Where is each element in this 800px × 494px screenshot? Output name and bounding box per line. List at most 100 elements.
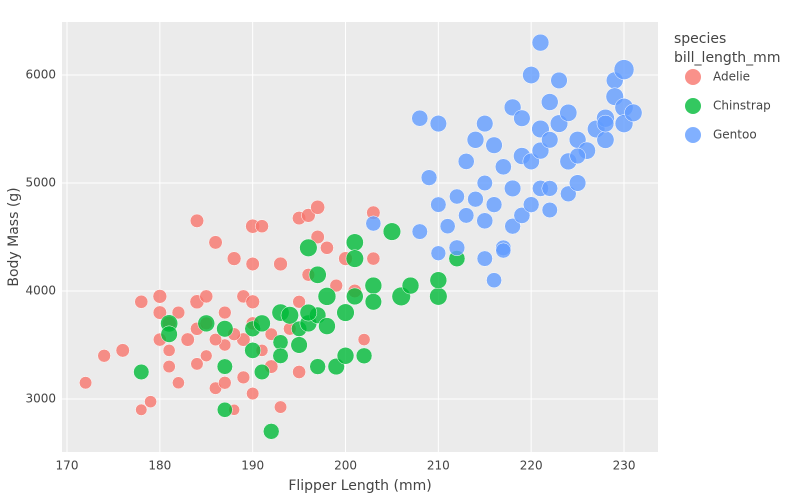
bubble (458, 207, 475, 224)
bubble (486, 272, 502, 289)
bubble (134, 294, 149, 309)
bubble (199, 289, 214, 304)
bubble (162, 344, 176, 357)
bubble (346, 287, 364, 306)
bubble (559, 103, 578, 122)
bubble (336, 347, 355, 365)
bubble (244, 341, 262, 359)
bubble (190, 357, 204, 371)
bubble (253, 314, 271, 333)
y-axis-title: Body Mass (g) (6, 187, 22, 286)
bubble (550, 71, 568, 89)
bubble (504, 179, 522, 197)
bubble (541, 131, 559, 149)
bubble (541, 93, 559, 111)
bubble (274, 400, 288, 414)
bubble (513, 207, 531, 224)
bubble (596, 114, 615, 133)
bubble (467, 190, 484, 208)
x-tick-label: 210 (427, 459, 450, 473)
bubble (272, 347, 289, 364)
x-tick-label: 230 (613, 459, 636, 473)
bubble (366, 251, 381, 266)
bubble (152, 305, 167, 320)
bubble (197, 314, 215, 333)
bubble (317, 287, 337, 306)
bubble (189, 213, 205, 228)
bubble (246, 387, 260, 401)
legend-marker (685, 98, 701, 114)
legend-marker (685, 127, 701, 143)
bubble (245, 256, 260, 272)
legend-title: bill_length_mm (674, 50, 780, 66)
bubble (596, 130, 615, 149)
bubble (430, 245, 447, 261)
bubble (569, 174, 587, 192)
bubble (310, 229, 325, 245)
bubble (449, 188, 465, 205)
bubble (171, 305, 186, 320)
legend-label: Chinstrap (713, 99, 771, 113)
bubble (290, 336, 308, 354)
bubble (345, 249, 364, 268)
bubble (411, 109, 429, 127)
bubble (357, 333, 371, 346)
bubble (135, 403, 148, 416)
bubble (420, 169, 438, 186)
x-tick-label: 180 (148, 459, 171, 473)
bubble (115, 343, 130, 358)
bubble (365, 215, 382, 232)
y-tick-label: 5000 (25, 176, 56, 190)
bubble (522, 196, 540, 213)
bubble (411, 223, 428, 240)
bubble (429, 287, 448, 306)
bubble (624, 103, 643, 122)
bubble (355, 347, 373, 365)
x-tick-label: 170 (56, 459, 79, 473)
legend-title: species (674, 31, 726, 47)
bubble (180, 332, 195, 347)
bubble (485, 196, 503, 213)
bubble (457, 153, 475, 170)
bubble (208, 235, 223, 250)
bubble (364, 276, 383, 295)
bubble (299, 238, 318, 257)
bubble (320, 240, 334, 255)
bubble (253, 363, 271, 381)
legend-label: Adelie (713, 70, 750, 84)
bubble (255, 219, 269, 234)
bubble (336, 303, 355, 322)
bubble (280, 306, 299, 325)
bubble (79, 376, 93, 390)
y-tick-label: 4000 (25, 283, 56, 297)
bubble (263, 423, 280, 440)
bubble (329, 278, 343, 293)
bubble (345, 233, 364, 252)
bubble (218, 376, 232, 390)
bubble (264, 327, 278, 341)
bubble (292, 295, 306, 309)
x-axis-title: Flipper Length (mm) (288, 478, 431, 494)
bubble (309, 358, 326, 375)
bubble (273, 256, 288, 272)
bubble (448, 239, 466, 257)
bubble (476, 115, 494, 133)
bubble (476, 250, 493, 267)
bubble (560, 185, 577, 203)
bubble (245, 294, 260, 309)
bubble (218, 305, 232, 320)
bubble (162, 360, 176, 374)
bubble (160, 325, 178, 343)
bubble (429, 115, 447, 133)
bubble (226, 251, 242, 266)
y-tick-label: 3000 (25, 391, 56, 405)
bubble (299, 303, 318, 322)
bubble (216, 320, 234, 338)
bubble (209, 333, 223, 347)
bubble (310, 199, 326, 215)
legend-marker (685, 69, 701, 85)
bubble (466, 131, 485, 149)
bubble (531, 33, 550, 52)
bubble (485, 136, 503, 154)
